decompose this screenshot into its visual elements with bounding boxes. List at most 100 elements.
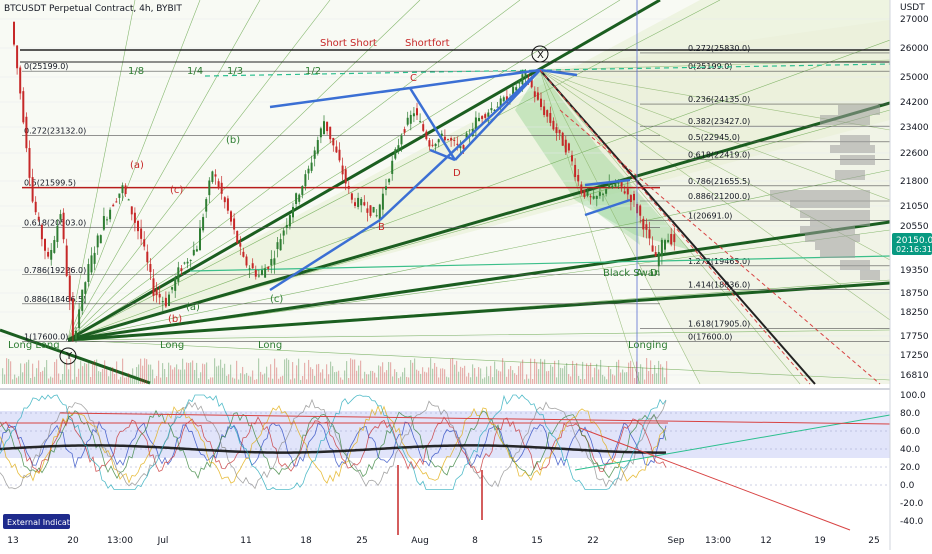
- time-tick-label: Jul: [157, 536, 169, 546]
- candle-body: [540, 98, 542, 107]
- volume-bar: [206, 362, 208, 384]
- pattern-line: [269, 86, 411, 109]
- candle-body: [385, 186, 387, 190]
- volume-bar: [264, 373, 266, 384]
- fan-line: [67, 0, 331, 341]
- volume-bar: [22, 372, 24, 384]
- volume-bar: [532, 378, 534, 384]
- fan-line: [67, 0, 421, 341]
- volume-bar: [398, 378, 400, 384]
- volume-bar: [514, 373, 516, 384]
- volume-bar: [624, 372, 626, 384]
- candle-body: [354, 202, 356, 206]
- candle-body: [335, 146, 338, 153]
- volume-bar: [90, 377, 92, 384]
- candle-body: [217, 181, 220, 189]
- volume-bar: [4, 374, 6, 384]
- volume-profile-bar: [800, 226, 855, 234]
- fan-line: [67, 329, 891, 341]
- pattern-line: [409, 68, 541, 90]
- time-tick-label: 20: [67, 536, 79, 546]
- volume-bar: [410, 360, 412, 384]
- volume-bar: [344, 370, 346, 384]
- volume-profile-bar: [800, 210, 870, 218]
- volume-bar: [390, 362, 392, 384]
- volume-bar: [536, 362, 538, 384]
- candle-body: [106, 219, 108, 221]
- candle-body: [137, 220, 139, 232]
- volume-bar: [596, 363, 598, 384]
- candle-body: [459, 146, 462, 149]
- volume-bar: [526, 374, 528, 384]
- candle-body: [319, 128, 322, 138]
- external-indicator-button[interactable]: [3, 514, 70, 529]
- fib-level-label: 0(25199.0): [24, 62, 68, 71]
- candle-body: [639, 205, 642, 216]
- candle-body: [68, 275, 71, 301]
- candle-body: [13, 21, 15, 45]
- time-axis-ticks[interactable]: 13 20 13:00 Jul 11 18 25 Aug 8 15 22 Sep 13:00 12 19 25: [7, 536, 879, 546]
- volume-bar: [392, 376, 394, 384]
- candle-body: [90, 255, 93, 273]
- time-tick-label: 12: [760, 536, 771, 546]
- volume-bar: [294, 378, 296, 384]
- trend-line: [67, 220, 891, 342]
- harmonic-pattern-fill: [515, 70, 690, 250]
- volume-bar: [214, 358, 216, 384]
- pivot-y-marker: [59, 347, 77, 365]
- volume-bar: [458, 371, 460, 384]
- candle-body: [109, 209, 112, 220]
- volume-bar: [582, 361, 584, 384]
- volume-bar: [14, 374, 16, 384]
- candle-body: [161, 301, 164, 303]
- volume-bar: [438, 377, 440, 384]
- volume-bar: [140, 358, 142, 384]
- volume-bar: [554, 360, 556, 384]
- volume-bar: [618, 359, 620, 384]
- volume-bar: [602, 374, 604, 384]
- volume-bar: [606, 379, 608, 384]
- volume-bar: [436, 366, 438, 384]
- candle-body: [65, 245, 68, 276]
- volume-bar: [154, 378, 156, 384]
- price-tick-label: 16810: [900, 371, 929, 381]
- volume-bar: [122, 358, 124, 384]
- price-axis[interactable]: [890, 0, 932, 550]
- candle-body: [611, 185, 614, 188]
- volume-bar: [36, 368, 38, 384]
- candle-body: [273, 258, 276, 265]
- volume-bar: [292, 362, 294, 384]
- candle-body: [121, 185, 124, 194]
- volume-bar: [116, 361, 118, 384]
- candle-body: [673, 234, 676, 243]
- volume-bar: [104, 360, 106, 384]
- candle-body: [56, 226, 59, 242]
- volume-bar: [644, 379, 646, 384]
- candle-body: [400, 135, 403, 145]
- time-tick-label: 19: [814, 536, 826, 546]
- candle-body: [40, 225, 43, 240]
- volume-bar: [44, 367, 46, 384]
- volume-bar: [38, 360, 40, 384]
- volume-bar: [280, 376, 282, 384]
- volume-bar: [174, 367, 176, 384]
- candle-body: [592, 196, 595, 199]
- fib-level-label: 1(17600.0): [24, 333, 68, 342]
- volume-bar: [572, 360, 574, 384]
- volume-bar: [84, 362, 86, 384]
- fib-level-label: 0.236(24135.0): [688, 95, 750, 104]
- pattern-line: [584, 178, 631, 187]
- volume-bar: [498, 370, 500, 384]
- candle-body: [202, 217, 205, 231]
- volume-bar: [16, 377, 18, 384]
- volume-bar: [48, 378, 50, 384]
- indicator-tick-label: -20.0: [900, 499, 924, 509]
- time-tick-label: 25: [868, 536, 879, 546]
- volume-bar: [440, 368, 442, 384]
- volume-bar: [56, 359, 58, 384]
- volume-bar: [200, 372, 202, 384]
- candle-body: [499, 98, 502, 108]
- candle-body: [189, 259, 192, 261]
- candle-body: [22, 91, 25, 123]
- volume-bar: [108, 376, 110, 384]
